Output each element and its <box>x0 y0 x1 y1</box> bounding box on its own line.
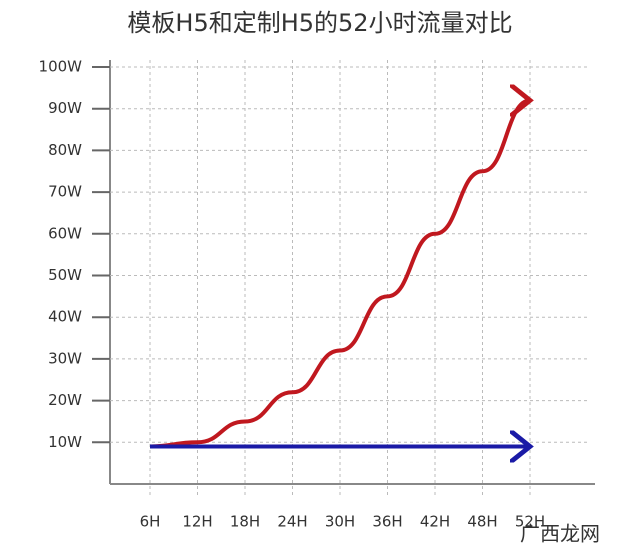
y-tick-label: 70W <box>48 183 82 201</box>
y-tick-label: 100W <box>39 58 83 76</box>
y-tick-label: 30W <box>48 349 82 367</box>
x-tick-label: 24H <box>277 513 307 531</box>
watermark: 广西龙网 <box>520 522 600 546</box>
x-tick-label: 42H <box>420 513 450 531</box>
y-tick-label: 60W <box>48 224 82 242</box>
chart-title: 模板H5和定制H5的52小时流量对比 <box>127 9 512 37</box>
y-tick-label: 80W <box>48 141 82 159</box>
x-tick-label: 6H <box>140 513 161 531</box>
y-tick-label: 50W <box>48 266 82 284</box>
x-tick-label: 52H <box>515 513 545 531</box>
series-line <box>149 100 530 449</box>
x-tick-label: 18H <box>230 513 260 531</box>
x-tick-label: 12H <box>182 513 212 531</box>
y-tick-label: 40W <box>48 308 82 326</box>
x-tick-label: 36H <box>372 513 402 531</box>
y-tick-label: 10W <box>48 433 82 451</box>
y-tick-label: 90W <box>48 99 82 117</box>
x-tick-label: 30H <box>325 513 355 531</box>
y-tick-label: 20W <box>48 391 82 409</box>
x-tick-label: 48H <box>467 513 497 531</box>
